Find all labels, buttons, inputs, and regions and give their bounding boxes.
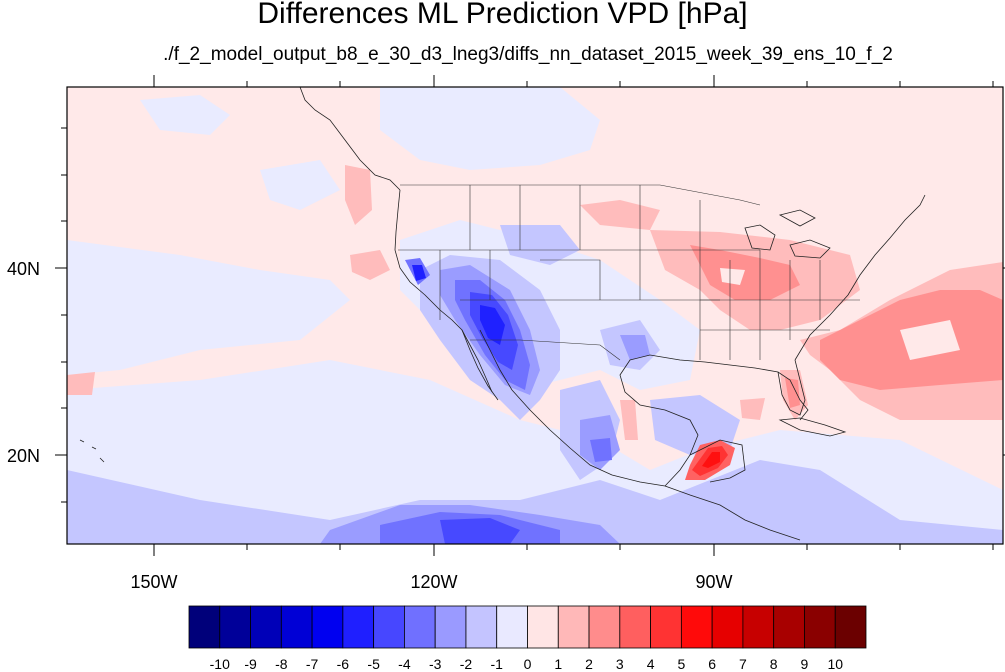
colorbar — [188, 605, 867, 649]
colorbar-tick-label: 6 — [708, 656, 716, 672]
colorbar-swatch — [711, 605, 744, 649]
colorbar-swatch — [650, 605, 682, 649]
colorbar-tick-label: -3 — [429, 656, 442, 672]
colorbar-swatch — [465, 605, 498, 649]
colorbar-swatch — [588, 605, 621, 649]
axis-ticks — [55, 75, 1005, 556]
colorbar-swatch — [434, 605, 467, 649]
colorbar-tick-label: 5 — [677, 656, 685, 672]
colorbar-swatch — [619, 605, 651, 649]
colorbar-labels: -10 -9 -8 -7 -6 -5 -4 -3 -2 -1 0 1 2 3 4 5 6 7 8 9 10 — [210, 656, 844, 672]
coastlines — [79, 87, 926, 541]
colorbar-tick-label: 10 — [827, 656, 843, 672]
colorbar-tick-label: 2 — [585, 656, 593, 672]
colorbar-swatch — [496, 605, 528, 649]
difference-field — [67, 87, 1003, 544]
lon-label-120w: 120W — [410, 572, 457, 592]
colorbar-swatch — [527, 605, 559, 649]
colorbar-tick-label: -2 — [460, 656, 473, 672]
lat-label-20n: 20N — [7, 446, 40, 466]
colorbar-swatch — [250, 605, 282, 649]
colorbar-tick-label: 3 — [616, 656, 624, 672]
colorbar-swatch — [342, 605, 375, 649]
colorbar-swatch — [373, 605, 405, 649]
colorbar-tick-label: -1 — [491, 656, 504, 672]
lat-label-40n: 40N — [7, 259, 40, 279]
colorbar-tick-label: -4 — [398, 656, 411, 672]
colorbar-swatch — [311, 605, 344, 649]
colorbar-tick-label: -6 — [337, 656, 350, 672]
colorbar-swatch — [219, 605, 251, 649]
colorbar-tick-label: -5 — [367, 656, 380, 672]
colorbar-swatch — [742, 605, 775, 649]
page-subtitle: ./f_2_model_output_b8_e_30_d3_lneg3/diff… — [163, 44, 893, 65]
colorbar-tick-label: 8 — [770, 656, 778, 672]
colorbar-tick-label: 7 — [739, 656, 747, 672]
colorbar-tick-label: -7 — [306, 656, 319, 672]
page-title: Differences ML Prediction VPD [hPa] — [257, 0, 748, 30]
colorbar-swatch — [404, 605, 436, 649]
colorbar-tick-label: 0 — [524, 656, 532, 672]
lon-label-150w: 150W — [130, 572, 177, 592]
colorbar-tick-label: 4 — [647, 656, 655, 672]
state-borders — [398, 184, 860, 361]
colorbar-swatch — [834, 605, 867, 649]
colorbar-tick-label: -9 — [244, 656, 257, 672]
lon-label-90w: 90W — [695, 572, 732, 592]
colorbar-swatch — [680, 605, 713, 649]
colorbar-swatch — [280, 605, 313, 649]
colorbar-tick-label: 1 — [554, 656, 562, 672]
colorbar-tick-label: -8 — [275, 656, 288, 672]
colorbar-swatch — [188, 605, 221, 649]
colorbar-swatch — [557, 605, 590, 649]
colorbar-swatch — [804, 605, 836, 649]
colorbar-swatch — [773, 605, 805, 649]
colorbar-tick-label: 9 — [801, 656, 809, 672]
colorbar-tick-label: -10 — [210, 656, 230, 672]
